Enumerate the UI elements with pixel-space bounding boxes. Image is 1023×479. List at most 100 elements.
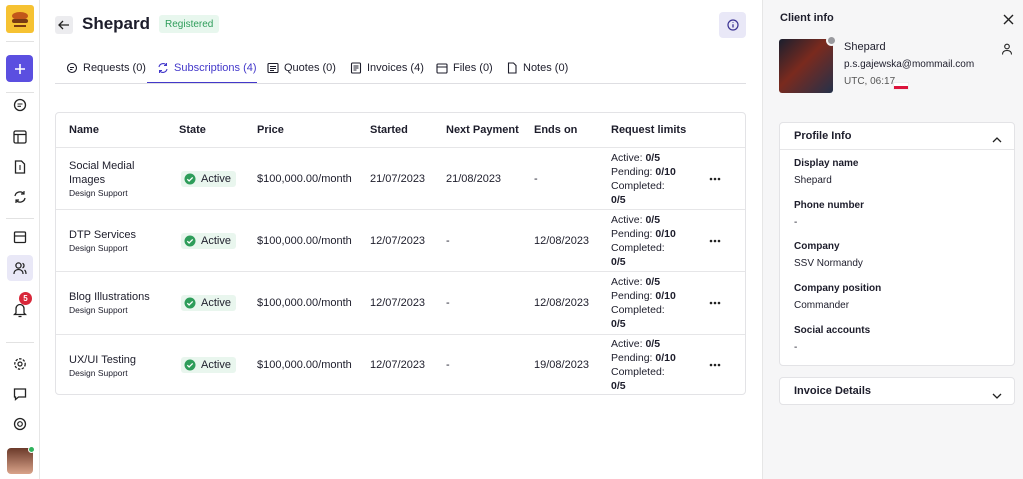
ends-on-cell: 12/08/2023 — [534, 234, 590, 247]
expand-button[interactable] — [992, 387, 1002, 405]
state-label: Active — [201, 296, 231, 309]
limit-label: Completed: — [611, 179, 665, 192]
nav-invoices[interactable] — [8, 155, 32, 179]
info-button[interactable] — [719, 12, 746, 38]
subscription-subtitle: Design Support — [69, 305, 128, 316]
icon — [506, 62, 518, 74]
limit-label: Active: — [611, 151, 643, 164]
limit-label: Completed: — [611, 303, 665, 316]
column-header: Price — [257, 124, 284, 136]
ends-on-cell: 12/08/2023 — [534, 296, 590, 309]
logo-art — [12, 12, 28, 27]
nav-chat[interactable] — [8, 93, 32, 117]
icon-art — [184, 359, 196, 371]
field-value: Shepard — [794, 175, 832, 186]
column-header: Request limits — [611, 124, 687, 136]
icon — [13, 417, 27, 431]
icon — [184, 235, 196, 247]
icon — [13, 262, 27, 275]
invoice-card[interactable]: Invoice Details — [779, 377, 1015, 405]
tab-label: Quotes (0) — [284, 62, 336, 74]
logo[interactable] — [6, 5, 34, 33]
started-cell: 12/07/2023 — [370, 359, 426, 372]
nav-layout[interactable] — [8, 125, 32, 149]
back-button[interactable] — [55, 16, 73, 34]
table-row: Social Medial Images Design Support Active… — [56, 147, 745, 209]
tab[interactable]: Quotes (0) — [267, 62, 336, 84]
row-menu[interactable] — [709, 272, 721, 333]
name-cell: Social Medial Images Design Support — [69, 148, 164, 209]
icon — [13, 388, 27, 401]
icon — [267, 62, 279, 74]
client-menu[interactable] — [1001, 42, 1013, 60]
nav-settings[interactable] — [8, 352, 32, 376]
ends-on-cell: - — [534, 172, 538, 185]
row-menu[interactable] — [709, 210, 721, 271]
plus-icon — [14, 63, 25, 74]
state-cell: Active — [181, 148, 236, 209]
icon — [14, 358, 26, 370]
column-header: Name — [69, 124, 99, 136]
divider — [6, 92, 34, 93]
column-header: State — [179, 124, 206, 136]
profile-card: Profile Info Display name Shepard Phone nu… — [779, 122, 1015, 366]
price-cell: $100,000.00/month — [257, 234, 352, 247]
limit-value: 0/5 — [611, 317, 626, 330]
tab[interactable]: Invoices (4) — [350, 62, 424, 84]
subscription-name: Social Medial Images — [69, 160, 135, 186]
client-title: Shepard — [82, 14, 151, 33]
icon-art — [184, 297, 196, 309]
nav-subscriptions[interactable] — [8, 185, 32, 209]
state-label: Active — [201, 359, 231, 372]
collapse-button[interactable] — [992, 131, 1002, 149]
nav-help[interactable] — [8, 412, 32, 436]
limit-label: Pending: — [611, 227, 653, 240]
icon-art — [507, 62, 517, 74]
panel-title: Client info — [780, 12, 834, 24]
limits-cell: Active: 0/5 Pending: 0/10 Completed: 0/5 — [611, 335, 677, 396]
main: Shepard Registered Requests (0) Subscript… — [40, 0, 762, 479]
limit-value: 0/5 — [645, 151, 661, 164]
price-cell: $100,000.00/month — [257, 172, 352, 185]
table-row: UX/UI Testing Design Support Active $100,00… — [56, 333, 745, 396]
icon — [184, 173, 196, 185]
create-button[interactable] — [6, 55, 33, 82]
icon — [436, 62, 448, 74]
state-chip: Active — [181, 170, 236, 187]
icon — [157, 62, 169, 74]
limit-value: 0/5 — [645, 338, 661, 351]
client-name: Shepard — [844, 41, 886, 53]
state-cell: Active — [181, 272, 236, 333]
row-menu[interactable] — [709, 148, 721, 209]
info-icon — [726, 19, 739, 31]
tab[interactable]: Notes (0) — [506, 62, 568, 84]
tab-label: Requests (0) — [83, 62, 146, 74]
nav-notifications[interactable] — [8, 298, 32, 322]
icon-art — [709, 301, 721, 305]
icon-art — [350, 62, 362, 74]
tab[interactable]: Requests (0) — [66, 62, 146, 84]
next-payment-cell: - — [446, 296, 450, 309]
field-label: Social accounts — [794, 324, 871, 336]
limit-value: 0/10 — [655, 352, 676, 365]
subscription-subtitle: Design Support — [69, 367, 128, 378]
tab[interactable]: Files (0) — [436, 62, 493, 84]
row-menu[interactable] — [709, 335, 721, 396]
icon-art — [709, 363, 721, 367]
started-cell: 12/07/2023 — [370, 296, 426, 309]
nav-messages[interactable] — [8, 382, 32, 406]
table-row: DTP Services Design Support Active $100,000… — [56, 209, 745, 271]
limit-value: 0/5 — [611, 193, 626, 206]
nav-clients[interactable] — [7, 255, 33, 281]
divider — [6, 342, 34, 343]
tab[interactable]: Subscriptions (4) — [157, 62, 257, 84]
field-value: - — [794, 341, 798, 353]
limit-value: 0/10 — [655, 165, 676, 178]
limits-cell: Active: 0/5 Pending: 0/10 Completed: 0/5 — [611, 272, 677, 333]
column-header: Next Payment — [446, 124, 519, 136]
limit-label: Completed: — [611, 366, 665, 379]
nav-store[interactable] — [8, 225, 32, 249]
close-button[interactable] — [1003, 12, 1014, 30]
limit-label: Active: — [611, 338, 643, 351]
tab-label: Files (0) — [453, 62, 493, 74]
